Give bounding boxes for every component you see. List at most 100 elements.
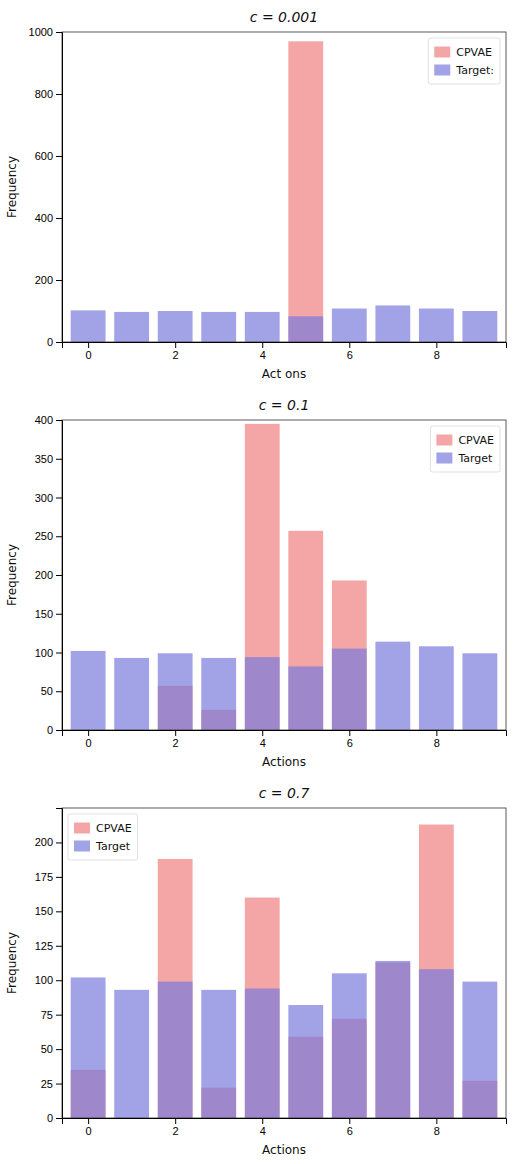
x-tick: 4 [260, 342, 266, 361]
legend-item: CPVAE [434, 46, 492, 59]
tick-mark [56, 459, 62, 460]
y-tick: 200 [35, 836, 62, 848]
bar [332, 309, 367, 342]
title: c = 0.7 [259, 785, 310, 801]
tick-mark [56, 730, 62, 731]
axis-line [63, 343, 507, 349]
legend-item: Target [436, 452, 493, 465]
y-tick-label: 200 [35, 836, 53, 848]
x-tick: 6 [347, 730, 353, 749]
tick-mark [56, 32, 62, 33]
tick-mark [262, 730, 263, 736]
legend-label: CPVAE [456, 46, 492, 59]
x-tick-label: 6 [347, 1125, 353, 1137]
y-tick: 800 [35, 88, 62, 100]
x-tick: 0 [86, 730, 92, 749]
y-tick-label: 600 [35, 150, 53, 162]
y-tick-label: 75 [41, 1009, 53, 1021]
tick-mark [56, 420, 62, 421]
bar [462, 982, 497, 1118]
y-tick: 150 [35, 608, 62, 620]
x-axis: 02468 [63, 342, 507, 361]
bar [462, 311, 497, 342]
legend-label: Target [457, 452, 493, 465]
bar [245, 312, 280, 342]
bar [462, 653, 497, 730]
legend-item: CPVAE [436, 434, 494, 447]
bar [419, 825, 454, 1118]
tick-mark [56, 1118, 62, 1119]
bar [71, 977, 106, 1118]
bar [71, 310, 106, 342]
bar [332, 580, 367, 730]
y-tick-label: 50 [41, 685, 53, 697]
y-tick: 100 [35, 974, 62, 986]
tick-mark [56, 342, 62, 343]
x-axis-label: Act ons [262, 367, 306, 381]
legend-background [428, 38, 500, 84]
tick-mark [56, 1084, 62, 1085]
y-tick: 50 [41, 685, 62, 697]
y-tick: 400 [35, 414, 62, 426]
y-tick-label: 200 [35, 569, 53, 581]
plot-frame [62, 32, 506, 342]
y-tick-label: 150 [35, 905, 53, 917]
tick-mark [56, 653, 62, 654]
x-tick-label: 0 [86, 1125, 92, 1137]
bar [114, 990, 149, 1118]
bars [71, 825, 498, 1118]
tick-mark [56, 946, 62, 947]
bar [375, 642, 410, 730]
y-tick-label: 25 [41, 1078, 53, 1090]
tick-mark [88, 342, 89, 348]
axis-line [63, 1119, 507, 1125]
y-axis-label: Frequency [5, 932, 19, 994]
legend: CPVAE Target [430, 426, 500, 472]
legend-label: CPVAE [96, 822, 132, 835]
y-tick: 150 [35, 905, 62, 917]
y-tick-label: 50 [41, 1043, 53, 1055]
x-tick: 2 [173, 342, 179, 361]
y-axis-label: Frequency [5, 156, 19, 218]
y-axis: 02004006008001000 [29, 26, 63, 348]
figure: 0246802004006008001000c = 0.001Act onsFr… [0, 0, 522, 1164]
legend-swatch [434, 65, 450, 76]
y-tick-label: 400 [35, 414, 53, 426]
y-tick: 175 [35, 871, 62, 883]
bar [245, 657, 280, 730]
legend-item: Target [74, 840, 131, 853]
bar [201, 990, 236, 1118]
tick-mark [436, 1118, 437, 1124]
legend-label: Target: [455, 64, 494, 77]
y-tick-label: 100 [35, 974, 53, 986]
y-tick-label: 1000 [29, 26, 53, 38]
bar [245, 988, 280, 1118]
bars [71, 41, 498, 342]
y-tick-label: 125 [35, 940, 53, 952]
series [71, 825, 498, 1118]
y-tick-label: 800 [35, 88, 53, 100]
y-tick: 300 [35, 492, 62, 504]
y-tick-label: 100 [35, 647, 53, 659]
y-tick: 100 [35, 647, 62, 659]
tick-mark [56, 614, 62, 615]
panel: 0246802004006008001000c = 0.001Act onsFr… [5, 9, 507, 381]
bar [288, 1005, 323, 1118]
y-tick: 350 [35, 453, 62, 465]
y-tick: 250 [35, 530, 62, 542]
x-tick-label: 0 [86, 737, 92, 749]
tick-mark [436, 342, 437, 348]
tick-mark [56, 280, 62, 281]
x-axis-label: Actions [262, 1143, 306, 1157]
tick-mark [56, 1049, 62, 1050]
title: c = 0.1 [259, 397, 310, 413]
legend-swatch [74, 841, 90, 852]
x-tick: 8 [434, 730, 440, 749]
bar [114, 312, 149, 342]
y-axis: 050100150200250300350400 [35, 414, 63, 736]
tick-mark [262, 1118, 263, 1124]
x-tick: 4 [260, 1118, 266, 1137]
legend-item: Target: [434, 64, 494, 77]
bar [288, 316, 323, 342]
y-axis: 0255075100125150175200 [35, 809, 63, 1125]
